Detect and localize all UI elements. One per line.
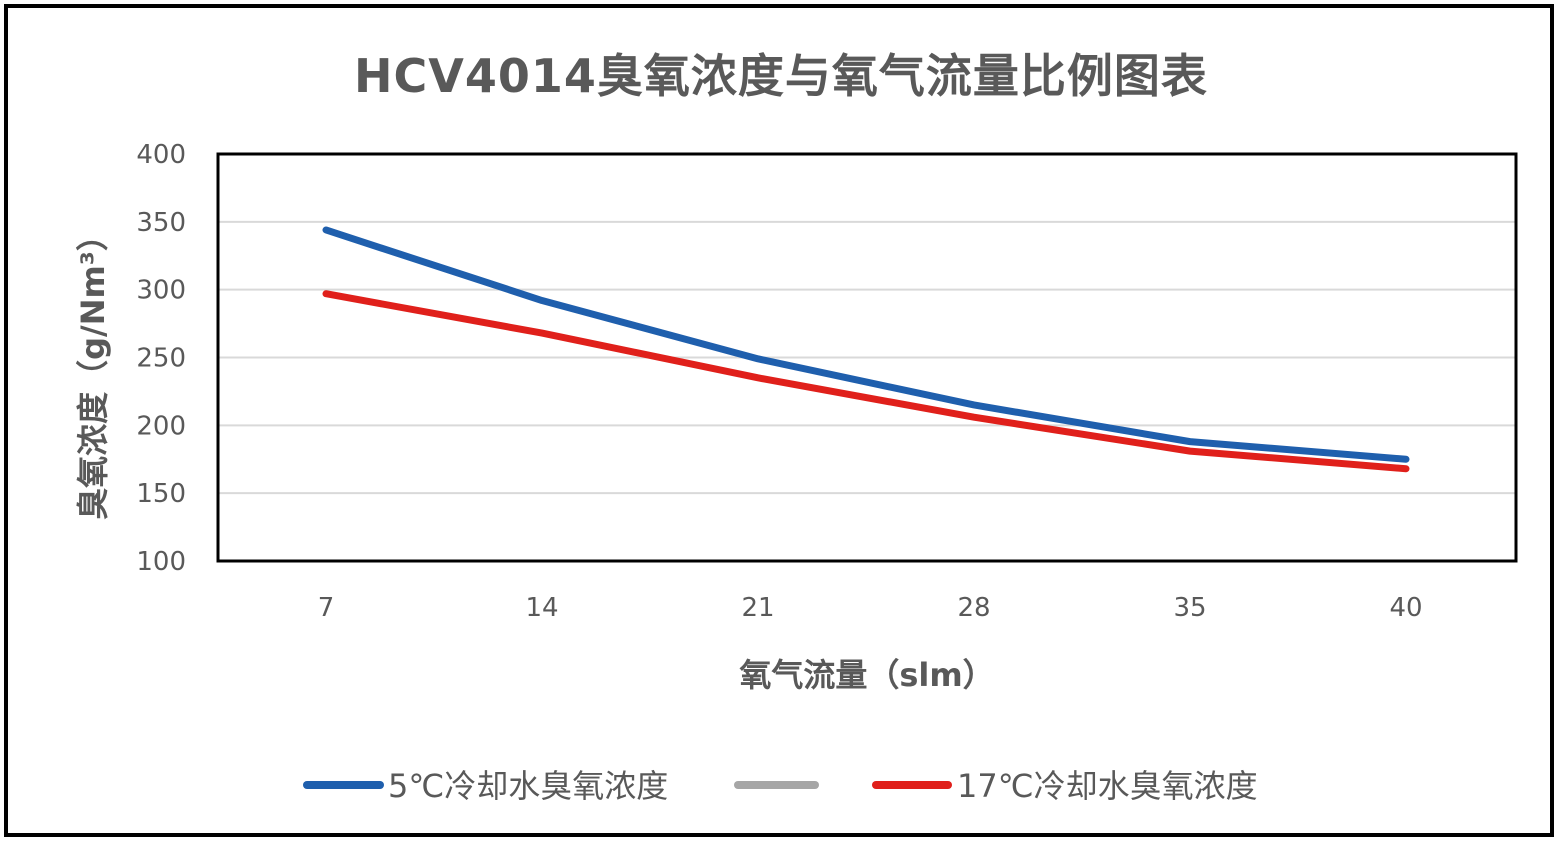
- x-tick-label: 28: [957, 593, 990, 623]
- y-tick-label: 400: [136, 140, 186, 170]
- y-axis-ticks: 100 150 200 250 300 350 400: [136, 140, 186, 577]
- grid-lines: [218, 220, 1516, 495]
- y-tick-label: 250: [136, 344, 186, 374]
- series-line-0: [322, 226, 1410, 463]
- x-tick-label: 40: [1389, 593, 1422, 623]
- x-tick-label: 7: [318, 593, 335, 623]
- y-tick-label: 100: [136, 547, 186, 577]
- y-tick-label: 350: [136, 208, 186, 238]
- legend: 5℃冷却水臭氧浓度 17℃冷却水臭氧浓度: [303, 767, 1258, 805]
- y-axis-title: 臭氧浓度（g/Nm³）: [74, 219, 112, 520]
- y-tick-label: 150: [136, 479, 186, 509]
- chart-frame: [4, 4, 1554, 837]
- series-line-2: [322, 290, 1410, 473]
- x-tick-label: 35: [1173, 593, 1206, 623]
- chart-title: HCV4014臭氧浓度与氧气流量比例图表: [354, 49, 1208, 103]
- series-lines: [322, 226, 1410, 473]
- legend-label-0: 5℃冷却水臭氧浓度: [388, 767, 668, 805]
- x-axis-title: 氧气流量（slm）: [739, 656, 994, 694]
- legend-label-2: 17℃冷却水臭氧浓度: [957, 767, 1258, 805]
- x-tick-label: 14: [525, 593, 558, 623]
- y-tick-label: 200: [136, 411, 186, 441]
- y-tick-label: 300: [136, 276, 186, 306]
- plot-area-border: [216, 152, 1518, 563]
- x-axis-ticks: 7 14 21 28 35 40: [318, 593, 1423, 623]
- x-tick-label: 21: [741, 593, 774, 623]
